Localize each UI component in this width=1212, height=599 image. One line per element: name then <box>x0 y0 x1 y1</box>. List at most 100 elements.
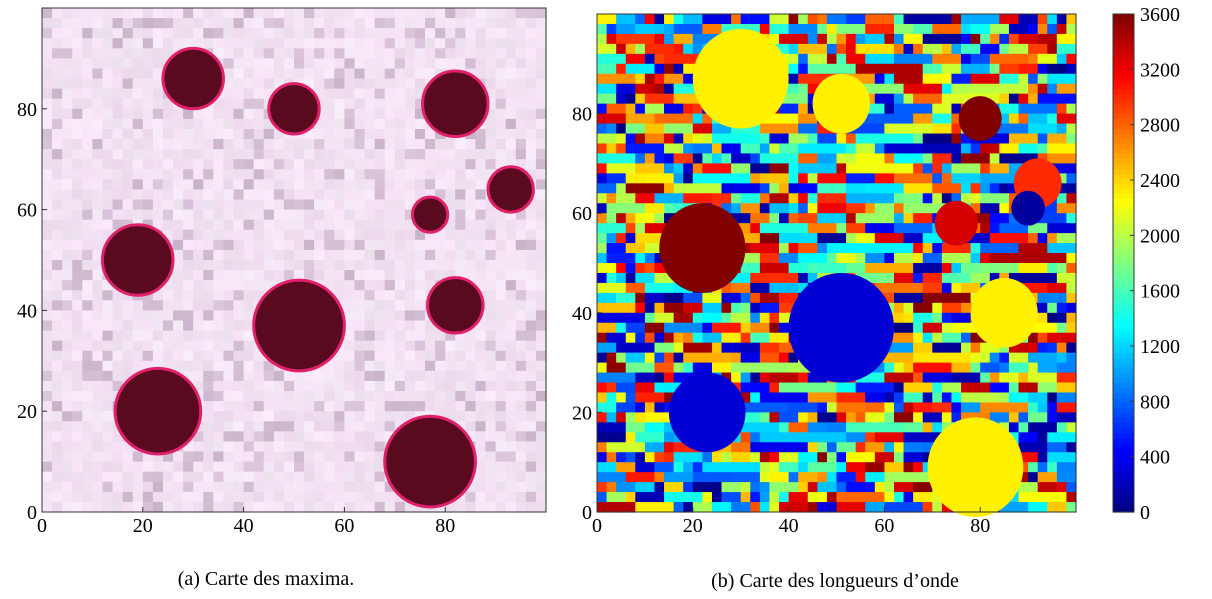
texture-cell <box>113 351 124 362</box>
texture-cell <box>294 462 305 473</box>
texture-cell <box>1028 392 1038 403</box>
texture-cell <box>344 68 355 79</box>
texture-cell <box>779 303 789 314</box>
texture-cell <box>904 462 914 473</box>
texture-cell <box>884 84 894 95</box>
texture-cell <box>875 124 885 135</box>
texture-cell <box>865 383 875 394</box>
texture-cell <box>284 452 295 463</box>
texture-cell <box>52 260 63 271</box>
texture-cell <box>1028 143 1038 154</box>
texture-cell <box>314 18 325 29</box>
texture-cell <box>284 492 295 503</box>
texture-cell <box>837 492 847 503</box>
texture-cell <box>344 129 355 140</box>
texture-cell <box>597 94 607 105</box>
texture-cell <box>264 38 275 49</box>
texture-cell <box>455 250 466 261</box>
texture-cell <box>894 243 904 254</box>
texture-cell <box>750 303 760 314</box>
texture-cell <box>674 303 684 314</box>
texture-cell <box>654 203 664 214</box>
texture-cell <box>365 48 376 59</box>
texture-cell <box>223 240 234 251</box>
texture-cell <box>741 283 751 294</box>
texture-cell <box>203 320 214 331</box>
texture-cell <box>52 8 63 19</box>
texture-cell <box>475 48 486 59</box>
texture-cell <box>1066 442 1076 453</box>
texture-cell <box>496 68 507 79</box>
texture-cell <box>294 240 305 251</box>
texture-cell <box>1047 293 1057 304</box>
texture-cell <box>102 381 113 392</box>
texture-cell <box>1066 44 1076 55</box>
texture-cell <box>234 361 245 372</box>
texture-cell <box>597 432 607 443</box>
texture-cell <box>923 183 933 194</box>
texture-cell <box>516 79 527 90</box>
texture-cell <box>113 462 124 473</box>
texture-cell <box>683 124 693 135</box>
texture-cell <box>344 38 355 49</box>
texture-cell <box>143 310 154 321</box>
texture-cell <box>942 34 952 45</box>
texture-cell <box>234 310 245 321</box>
texture-cell <box>213 320 224 331</box>
texture-cell <box>904 293 914 304</box>
texture-cell <box>837 402 847 413</box>
texture-cell <box>52 411 63 422</box>
texture-cell <box>712 163 722 174</box>
texture-cell <box>113 79 124 90</box>
texture-cell <box>951 283 961 294</box>
texture-cell <box>193 371 204 382</box>
texture-cell <box>213 8 224 19</box>
texture-cell <box>645 392 655 403</box>
texture-cell <box>712 492 722 503</box>
texture-cell <box>1009 74 1019 85</box>
texture-cell <box>344 159 355 170</box>
texture-cell <box>597 74 607 85</box>
texture-cell <box>415 401 426 412</box>
texture-cell <box>846 392 856 403</box>
texture-cell <box>314 381 325 392</box>
texture-cell <box>344 119 355 130</box>
texture-cell <box>264 391 275 402</box>
texture-cell <box>1009 223 1019 234</box>
texture-cell <box>365 472 376 483</box>
texture-cell <box>526 58 537 69</box>
texture-cell <box>741 343 751 354</box>
texture-cell <box>516 250 527 261</box>
texture-cell <box>693 482 703 493</box>
texture-cell <box>163 320 174 331</box>
texture-cell <box>526 28 537 39</box>
texture-cell <box>92 462 103 473</box>
texture-cell <box>324 431 335 442</box>
texture-cell <box>395 310 406 321</box>
texture-cell <box>234 411 245 422</box>
texture-cell <box>153 482 164 493</box>
texture-cell <box>52 310 63 321</box>
texture-cell <box>82 492 93 503</box>
texture-cell <box>62 250 73 261</box>
texture-cell <box>294 401 305 412</box>
texture-cell <box>884 64 894 75</box>
texture-cell <box>102 320 113 331</box>
texture-cell <box>264 270 275 281</box>
texture-cell <box>1019 392 1029 403</box>
texture-cell <box>42 411 53 422</box>
texture-cell <box>693 343 703 354</box>
texture-cell <box>875 94 885 105</box>
texture-cell <box>1057 213 1067 224</box>
texture-cell <box>894 44 904 55</box>
texture-cell <box>365 260 376 271</box>
texture-cell <box>961 273 971 284</box>
texture-cell <box>1038 94 1048 105</box>
texture-cell <box>1047 333 1057 344</box>
texture-cell <box>597 34 607 45</box>
texture-cell <box>626 193 636 204</box>
texture-cell <box>133 310 144 321</box>
texture-cell <box>904 482 914 493</box>
texture-cell <box>597 223 607 234</box>
texture-cell <box>183 351 194 362</box>
